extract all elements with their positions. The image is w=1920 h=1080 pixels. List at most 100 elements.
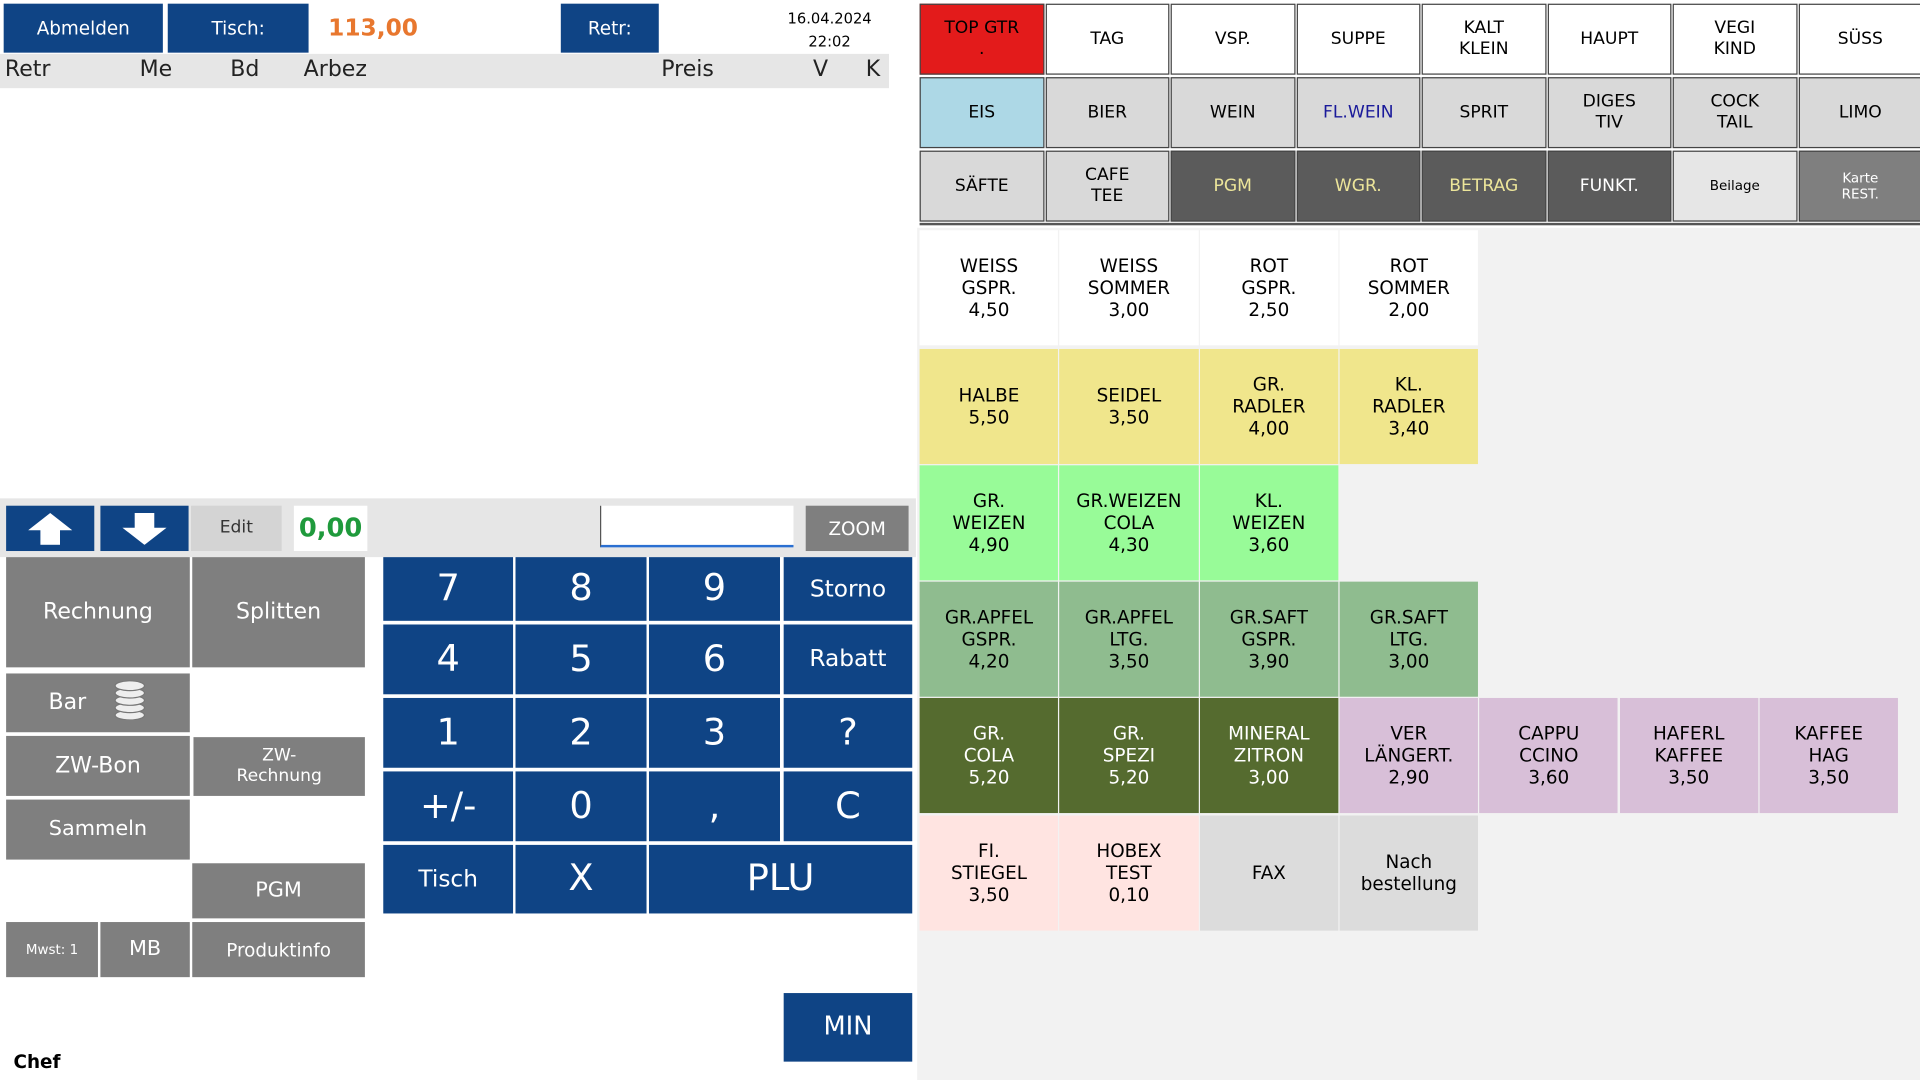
column-header: Arbez <box>304 56 367 82</box>
keypad-key[interactable]: 4 <box>383 624 514 695</box>
product-button[interactable]: VER LÄNGERT. 2,90 <box>1339 697 1479 814</box>
product-button[interactable]: Nach bestellung <box>1339 815 1479 931</box>
keypad-key[interactable]: 3 <box>648 697 781 768</box>
label: SOMMER <box>1087 276 1171 299</box>
category-button[interactable]: SUPPE <box>1296 3 1421 75</box>
keypad-key[interactable]: 0 <box>515 771 647 842</box>
keypad-key[interactable]: 7 <box>383 557 514 621</box>
zw-bon-button[interactable]: ZW-Bon <box>6 735 190 796</box>
category-button[interactable]: DIGES TIV <box>1547 77 1672 149</box>
label: 8 <box>569 566 593 610</box>
category-button[interactable]: SPRIT <box>1421 77 1546 149</box>
pgm-button[interactable]: PGM <box>192 863 365 919</box>
category-button[interactable]: TAG <box>1045 3 1170 75</box>
product-button[interactable]: SEIDEL 3,50 <box>1059 348 1199 465</box>
product-button[interactable]: HOBEX TEST 0,10 <box>1059 815 1199 931</box>
product-button[interactable]: CAPPU CCINO 3,60 <box>1479 697 1619 814</box>
product-button[interactable]: KL. WEIZEN 3,60 <box>1199 465 1339 581</box>
product-button[interactable]: GR.SAFT GSPR. 3,90 <box>1199 581 1339 697</box>
keypad-key[interactable]: C <box>783 771 913 842</box>
keypad-key[interactable]: X <box>515 844 647 914</box>
label: TEST <box>1106 862 1152 885</box>
product-button[interactable]: ROT SOMMER 2,00 <box>1339 230 1479 346</box>
category-button[interactable]: WGR. <box>1296 150 1421 222</box>
keypad-key[interactable]: 8 <box>515 557 647 621</box>
label: SPRIT <box>1459 102 1509 122</box>
keypad-key[interactable]: PLU <box>648 844 913 914</box>
product-button[interactable]: KAFFEE HAG 3,50 <box>1759 697 1899 814</box>
keypad-key[interactable]: 6 <box>648 624 781 695</box>
product-button[interactable]: WEISS GSPR. 4,50 <box>919 230 1059 346</box>
keypad-key[interactable]: Rabatt <box>783 624 913 695</box>
bar-button[interactable]: Bar <box>6 673 190 733</box>
product-button[interactable]: HAFERL KAFFEE 3,50 <box>1619 697 1759 814</box>
edit-button[interactable]: Edit <box>191 505 282 552</box>
category-button[interactable]: SÄFTE <box>919 150 1044 222</box>
category-button[interactable]: KALT KLEIN <box>1421 3 1546 75</box>
keypad-key[interactable]: , <box>648 771 781 842</box>
splitten-button[interactable]: Splitten <box>192 557 365 668</box>
mwst-button[interactable]: Mwst: 1 <box>6 922 98 978</box>
mb-button[interactable]: MB <box>100 922 190 978</box>
label: 0,10 <box>1108 884 1150 907</box>
category-button[interactable]: FUNKT. <box>1547 150 1672 222</box>
keypad-key[interactable]: Tisch <box>383 844 514 914</box>
category-button[interactable]: Karte REST. <box>1798 150 1920 222</box>
category-button[interactable]: FL.WEIN <box>1296 77 1421 149</box>
zoom-button[interactable]: ZOOM <box>805 505 909 552</box>
retr-button[interactable]: Retr: <box>560 3 659 53</box>
produktinfo-button[interactable]: Produktinfo <box>192 922 365 978</box>
search-input[interactable] <box>600 505 794 548</box>
rechnung-button[interactable]: Rechnung <box>6 557 190 668</box>
category-button[interactable]: BETRAG <box>1421 150 1546 222</box>
scroll-down[interactable] <box>100 505 189 552</box>
category-button[interactable]: LIMO <box>1798 77 1920 149</box>
product-button[interactable]: FAX <box>1199 815 1339 931</box>
product-button[interactable]: GR.APFEL GSPR. 4,20 <box>919 581 1059 697</box>
keypad-key[interactable]: 2 <box>515 697 647 768</box>
product-button[interactable]: HALBE 5,50 <box>919 348 1059 465</box>
product-button[interactable]: GR. WEIZEN 4,90 <box>919 465 1059 581</box>
label: GR. <box>1252 373 1285 396</box>
keypad-key[interactable]: 1 <box>383 697 514 768</box>
label: GR.SAFT <box>1369 606 1448 629</box>
category-button[interactable]: SÜSS <box>1798 3 1920 75</box>
category-button[interactable]: HAUPT <box>1547 3 1672 75</box>
category-button[interactable]: PGM <box>1170 150 1295 222</box>
zw-rechnung-button[interactable]: ZW- Rechnung <box>193 737 365 796</box>
product-button[interactable]: GR. COLA 5,20 <box>919 697 1059 814</box>
category-button[interactable]: BIER <box>1045 77 1170 149</box>
logout-button[interactable]: Abmelden <box>3 3 163 53</box>
product-button[interactable]: GR.WEIZEN COLA 4,30 <box>1059 465 1199 581</box>
product-button[interactable]: ROT GSPR. 2,50 <box>1199 230 1339 346</box>
label: +/- <box>419 784 477 828</box>
table-button[interactable]: Tisch: <box>167 3 309 53</box>
product-button[interactable]: FI. STIEGEL 3,50 <box>919 815 1059 931</box>
keypad-key[interactable]: +/- <box>383 771 514 842</box>
product-button[interactable]: GR.APFEL LTG. 3,50 <box>1059 581 1199 697</box>
category-button[interactable]: WEIN <box>1170 77 1295 149</box>
product-button[interactable]: GR. SPEZI 5,20 <box>1059 697 1199 814</box>
keypad-key[interactable]: ? <box>783 697 913 768</box>
product-button[interactable]: KL. RADLER 3,40 <box>1339 348 1479 465</box>
keypad-key[interactable]: 5 <box>515 624 647 695</box>
product-button[interactable]: WEISS SOMMER 3,00 <box>1059 230 1199 346</box>
category-button[interactable]: CAFE TEE <box>1045 150 1170 222</box>
category-button[interactable]: VSP. <box>1170 3 1295 75</box>
scroll-up[interactable] <box>6 505 95 552</box>
product-button[interactable]: GR.SAFT LTG. 3,00 <box>1339 581 1479 697</box>
category-button[interactable]: TOP GTR. <box>919 3 1044 75</box>
product-button[interactable]: MINERAL ZITRON 3,00 <box>1199 697 1339 814</box>
keypad-key[interactable]: Storno <box>783 557 913 621</box>
label: WEISS <box>959 254 1019 277</box>
keypad-key[interactable]: 9 <box>648 557 781 621</box>
min-button[interactable]: MIN <box>783 993 913 1062</box>
category-button[interactable]: VEGI KIND <box>1672 3 1797 75</box>
label: KAFFEE <box>1654 744 1724 767</box>
category-button[interactable]: EIS <box>919 77 1044 149</box>
category-button[interactable]: Beilage <box>1672 150 1797 222</box>
label: LTG. <box>1389 628 1429 651</box>
category-button[interactable]: COCK TAIL <box>1672 77 1797 149</box>
sammeln-button[interactable]: Sammeln <box>6 799 190 860</box>
product-button[interactable]: GR. RADLER 4,00 <box>1199 348 1339 465</box>
